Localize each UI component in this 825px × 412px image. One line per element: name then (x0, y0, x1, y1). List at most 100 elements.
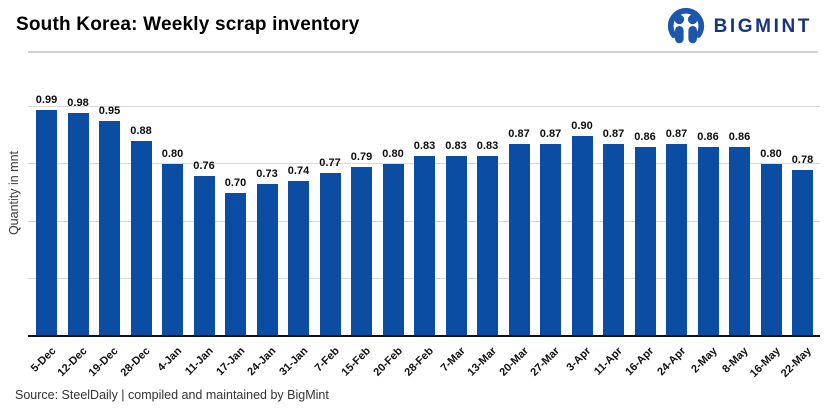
bar-value-label: 0.90 (571, 119, 593, 132)
bar (67, 112, 89, 336)
bar-value-label: 0.87 (602, 128, 625, 141)
x-tick-label: 24-Apr (654, 345, 688, 379)
page-title: South Korea: Weekly scrap inventory (16, 14, 360, 35)
bar-group: 0.77 7-Feb (312, 70, 341, 374)
bar-value-label: 0.95 (98, 105, 121, 118)
x-tick-label: 22-May (779, 345, 814, 380)
bar-value-label: 0.70 (224, 176, 247, 189)
x-tick-label: 12-Dec (55, 345, 90, 379)
bar-group: 0.83 7-Mar (438, 70, 467, 375)
bar-group: 0.80 20-Feb (371, 70, 405, 378)
bar (382, 164, 404, 336)
x-tick-label: 16-May (747, 345, 783, 380)
bar (792, 169, 813, 336)
x-tick-label: 15-Feb (339, 345, 373, 379)
bar-group: 0.80 16-May (748, 70, 783, 380)
x-tick-label: 28-Dec (118, 345, 153, 379)
bar-group: 0.76 11-Jan (183, 70, 216, 378)
bar (445, 155, 467, 336)
x-tick-label: 27-Mar (528, 345, 562, 379)
bar-value-label: 0.83 (413, 139, 436, 152)
bar-value-label: 0.77 (319, 156, 341, 169)
bar (162, 164, 183, 336)
x-tick-label: 7-Feb (312, 345, 342, 375)
bigmint-logo-text: BIGMINT (713, 16, 812, 37)
bar-value-label: 0.83 (476, 139, 499, 152)
bar-group: 0.78 22-May (779, 70, 814, 380)
bar (540, 144, 561, 336)
y-axis-label: Quantity in mnt (7, 150, 21, 236)
bar (477, 155, 498, 336)
bar (666, 144, 687, 336)
bar-group: 0.99 5-Dec (28, 70, 58, 375)
bar-group: 0.87 27-Mar (528, 70, 562, 378)
plot-area: 0.99 5-Dec 0.98 12-Dec 0.95 19-Dec 0.88 28-Dec 0… (28, 70, 820, 380)
x-tick-label: 11-Jan (182, 345, 216, 378)
bar (603, 144, 624, 336)
bar-value-label: 0.76 (193, 159, 215, 172)
bar (697, 147, 719, 336)
x-tick-label: 20-Feb (370, 345, 405, 379)
bar (571, 135, 593, 336)
bar-value-label: 0.79 (350, 151, 373, 164)
x-tick-label: 7-Mar (438, 345, 468, 375)
bar-group: 0.83 13-Mar (465, 70, 499, 379)
bar-value-label: 0.98 (67, 96, 89, 109)
bar-value-label: 0.80 (161, 148, 184, 161)
bar (288, 181, 309, 336)
bar-group: 0.90 3-Apr (565, 70, 594, 374)
bar-value-label: 0.78 (791, 153, 814, 166)
gridline (28, 106, 820, 107)
bar (225, 192, 246, 336)
bar-group: 0.86 8-May (720, 70, 751, 375)
bar (256, 184, 278, 336)
x-tick-label: 4-Jan (155, 345, 184, 374)
bar-group: 0.95 19-Dec (87, 70, 121, 379)
x-tick-label: 17-Jan (213, 345, 247, 379)
bar-value-label: 0.80 (760, 148, 782, 161)
bigmint-logo: BIGMINT (665, 6, 812, 48)
bar (351, 167, 372, 336)
bar-group: 0.80 4-Jan (155, 70, 184, 374)
x-tick-label: 8-May (720, 345, 751, 376)
bar (319, 172, 341, 336)
bar-value-label: 0.99 (35, 93, 58, 106)
bar-group: 0.73 24-Jan (245, 70, 278, 378)
bar-value-label: 0.83 (445, 139, 467, 152)
x-tick-label: 3-Apr (564, 345, 594, 374)
bar (760, 164, 782, 336)
x-tick-label: 19-Dec (86, 345, 121, 379)
x-tick-label: 20-Mar (496, 345, 531, 379)
bar-group: 0.87 20-Mar (497, 70, 531, 378)
bar-group: 0.87 11-Apr (592, 70, 625, 377)
bar (414, 155, 435, 336)
bar-group: 0.79 15-Feb (339, 70, 373, 378)
x-tick-label: 28-Feb (402, 345, 436, 379)
bar (634, 147, 656, 336)
bar-group: 0.86 16-Apr (623, 70, 656, 378)
bar (508, 144, 530, 336)
bar-value-label: 0.86 (634, 131, 656, 144)
bar-group: 0.86 2-May (689, 70, 720, 375)
bigmint-logo-icon (667, 7, 704, 45)
bar (193, 175, 215, 336)
bar-group: 0.88 28-Dec (118, 70, 152, 379)
bar (36, 109, 57, 336)
bar-value-label: 0.87 (539, 128, 562, 141)
header-divider (28, 51, 818, 53)
source-note: Source: SteelDaily | compiled and mainta… (15, 388, 329, 402)
bar-value-label: 0.87 (665, 128, 688, 141)
bar-group: 0.98 12-Dec (55, 70, 89, 379)
bar (130, 141, 152, 336)
x-tick-label: 11-Apr (592, 345, 625, 378)
bar (729, 147, 750, 336)
x-tick-label: 5-Dec (28, 345, 58, 375)
x-tick-label: 24-Jan (245, 345, 279, 379)
bar-group: 0.83 28-Feb (402, 70, 436, 379)
bar-value-label: 0.86 (728, 131, 751, 144)
bar-value-label: 0.74 (287, 165, 310, 178)
x-axis-line (28, 335, 820, 337)
bar-group: 0.74 31-Jan (277, 70, 310, 378)
bar-value-label: 0.88 (130, 125, 152, 138)
